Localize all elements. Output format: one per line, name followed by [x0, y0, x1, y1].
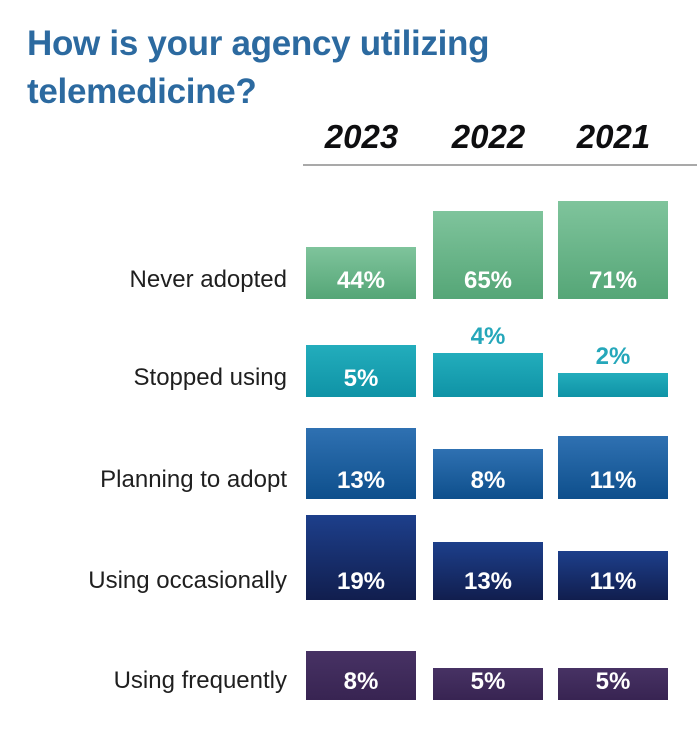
bar-stopped-using-2022: 4%: [433, 325, 543, 397]
bar-planning-to-adopt-2022: 8%: [433, 449, 543, 499]
year-header-2021: 2021: [576, 118, 651, 155]
bar-value-label: 4%: [470, 323, 506, 350]
bar-value-label: 2%: [595, 343, 631, 370]
bar-never-adopted-2023: 44%: [306, 247, 416, 299]
year-header-2023: 2023: [324, 118, 399, 155]
bar-value-label: 8%: [470, 467, 506, 494]
bar-value-label: 13%: [336, 467, 386, 494]
bar-stopped-using-2021: 2%: [558, 345, 668, 397]
bar-using-frequently-2021: 5%: [558, 668, 668, 700]
bar-using-occasionally-2021: 11%: [558, 551, 668, 600]
bar-stopped-using-2023: 5%: [306, 345, 416, 397]
bar-using-occasionally-2023: 19%: [306, 515, 416, 600]
category-label-stopped-using: Stopped using: [133, 364, 287, 391]
bar-never-adopted-2022: 65%: [433, 211, 543, 299]
bar-value-label: 44%: [336, 267, 386, 294]
bar-value-label: 71%: [588, 267, 638, 294]
category-label-using-occasionally: Using occasionally: [88, 567, 287, 594]
year-header-2022: 2022: [451, 118, 526, 155]
bar-value-label: 13%: [463, 568, 513, 595]
bar-value-label: 8%: [343, 668, 379, 695]
bar-value-label: 5%: [470, 668, 506, 695]
bar-value-label: 11%: [589, 467, 637, 494]
category-label-never-adopted: Never adopted: [129, 266, 287, 293]
chart-title: How is your agency utilizing telemedicin…: [27, 24, 490, 111]
bar-value-label: 5%: [595, 668, 631, 695]
bar-planning-to-adopt-2021: 11%: [558, 436, 668, 499]
bar-planning-to-adopt-2023: 13%: [306, 428, 416, 499]
bar-using-frequently-2023: 8%: [306, 651, 416, 700]
bar-using-occasionally-2022: 13%: [433, 542, 543, 600]
bar-never-adopted-2021: 71%: [558, 201, 668, 299]
bar-using-frequently-2022: 5%: [433, 668, 543, 700]
bar-value-label: 65%: [463, 267, 513, 294]
bar-value-label: 11%: [589, 568, 637, 595]
header-underline: [303, 164, 697, 166]
bar-value-label: 5%: [343, 365, 379, 392]
category-label-using-frequently: Using frequently: [113, 667, 287, 694]
category-label-planning-to-adopt: Planning to adopt: [100, 466, 287, 493]
bar-value-label: 19%: [336, 568, 386, 595]
